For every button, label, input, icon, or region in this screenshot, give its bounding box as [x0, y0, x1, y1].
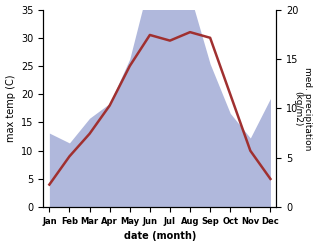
- X-axis label: date (month): date (month): [124, 231, 196, 242]
- Y-axis label: med. precipitation
(kg/m2): med. precipitation (kg/m2): [293, 67, 313, 150]
- Y-axis label: max temp (C): max temp (C): [5, 75, 16, 142]
